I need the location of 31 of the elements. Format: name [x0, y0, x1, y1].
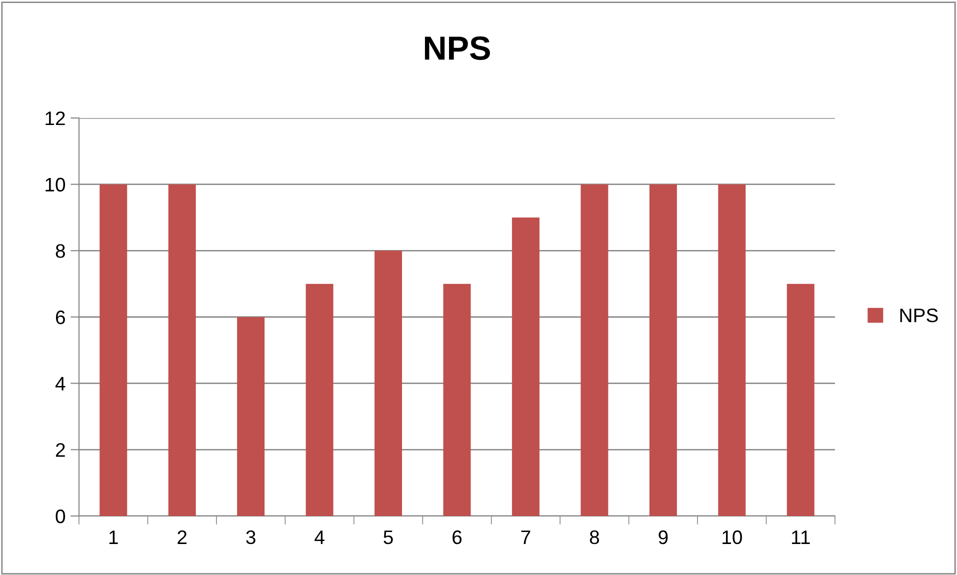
bar	[786, 284, 814, 516]
bar	[718, 184, 746, 516]
x-tick-label: 2	[178, 530, 187, 544]
bar	[237, 317, 265, 516]
bar	[100, 184, 128, 516]
bar	[649, 184, 677, 516]
x-tick-label: 3	[246, 530, 256, 544]
y-tick-label: 12	[46, 111, 65, 126]
x-tick-label: 7	[521, 530, 530, 544]
y-tick-label: 4	[55, 377, 66, 390]
bar	[580, 184, 608, 516]
x-tick-label: 8	[590, 530, 600, 544]
chart-title: NPS	[424, 36, 490, 60]
x-tick-label: 4	[314, 530, 324, 544]
x-tick-label: 10	[722, 530, 742, 544]
x-tick-label: 9	[658, 530, 668, 544]
bar	[306, 284, 334, 516]
bar	[374, 250, 402, 516]
x-tick-label: 5	[384, 530, 393, 544]
y-tick-label: 8	[56, 244, 65, 258]
bar	[168, 184, 196, 516]
legend-label: NPS	[900, 308, 938, 322]
x-tick-label: 6	[452, 530, 462, 544]
bar	[512, 218, 540, 516]
y-tick-label: 0	[56, 509, 66, 524]
x-tick-label: 11	[792, 530, 810, 544]
y-tick-label: 10	[46, 178, 66, 192]
y-tick-label: 6	[56, 310, 65, 324]
x-tick-label: 1	[109, 530, 118, 544]
bar	[443, 284, 471, 516]
y-tick-label: 2	[56, 443, 65, 457]
